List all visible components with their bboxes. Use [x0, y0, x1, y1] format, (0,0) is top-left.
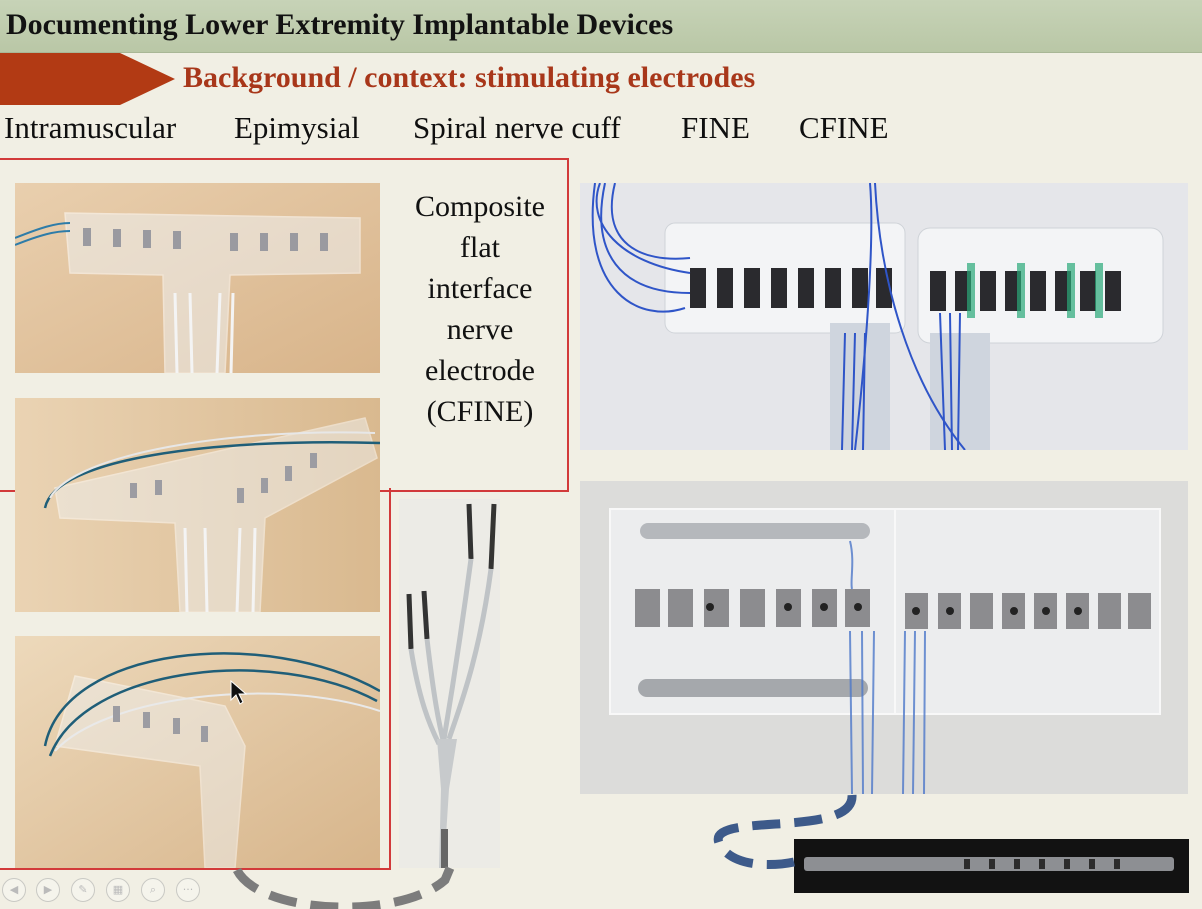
- section-arrow: [0, 53, 175, 105]
- slide-title: Documenting Lower Extremity Implantable …: [6, 8, 674, 41]
- photo-intramuscular-electrode-angle: [15, 636, 380, 868]
- photo-cfine-contacts-blue-wires: [580, 183, 1188, 450]
- photo-cfine-metal-contacts: [580, 481, 1188, 794]
- type-spiral-nerve-cuff: Spiral nerve cuff: [413, 110, 621, 145]
- caption-line: Composite: [414, 190, 545, 223]
- next-icon[interactable]: ▶: [36, 878, 60, 902]
- caption-line: flat: [460, 231, 500, 264]
- zoom-icon[interactable]: ⌕: [141, 878, 165, 902]
- prev-icon[interactable]: ◀: [2, 878, 26, 902]
- photo-intramuscular-electrode-top: [15, 183, 380, 373]
- slides-icon[interactable]: ▦: [106, 878, 130, 902]
- caption-line: interface: [427, 272, 533, 305]
- type-fine: FINE: [681, 110, 750, 145]
- type-cfine: CFINE: [799, 110, 889, 145]
- caption-line: (CFINE): [426, 395, 534, 428]
- photo-cfine-strip-dark: [794, 839, 1189, 893]
- title-bar: Documenting Lower Extremity Implantable …: [0, 0, 1202, 53]
- slide-subtitle: Background / context: stimulating electr…: [183, 61, 756, 94]
- pen-icon[interactable]: ✎: [71, 878, 95, 902]
- type-epimysial: Epimysial: [234, 110, 360, 145]
- caption-line: nerve: [446, 313, 514, 346]
- more-icon[interactable]: ···: [176, 878, 200, 902]
- gray-dashed-connector: [232, 866, 455, 909]
- mouse-cursor-icon: [230, 680, 248, 705]
- photo-intramuscular-electrode-side: [15, 398, 380, 612]
- caption-line: electrode: [425, 354, 535, 387]
- cfine-caption: Composite flat interface nerve electrode…: [395, 186, 565, 432]
- type-intramuscular: Intramuscular: [4, 110, 177, 145]
- highlight-box-bottom: [0, 488, 391, 870]
- photo-lead-connectors: [399, 499, 500, 868]
